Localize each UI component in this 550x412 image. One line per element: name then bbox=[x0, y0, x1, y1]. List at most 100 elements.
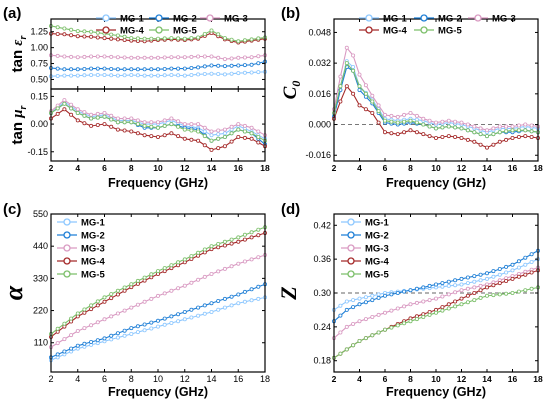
series-mg-5-point bbox=[216, 136, 221, 141]
series-mg-4-point bbox=[484, 145, 489, 150]
y-tick-label: -0.016 bbox=[305, 150, 331, 160]
series-mg-3-point bbox=[440, 294, 445, 299]
series-mg-5-point bbox=[222, 36, 227, 41]
series-mg-1-point bbox=[102, 73, 107, 78]
series-mg-1-point bbox=[338, 303, 343, 308]
series-mg-3-point bbox=[129, 116, 134, 121]
panel-label: (a) bbox=[3, 5, 21, 22]
series-mg-5-point bbox=[357, 338, 362, 343]
series-mg-3-point bbox=[155, 55, 160, 60]
series-mg-1-point bbox=[69, 73, 74, 78]
series-mg-3-point bbox=[62, 98, 67, 103]
series-mg-5-point bbox=[122, 285, 127, 290]
series-mg-3-point bbox=[427, 298, 432, 303]
x-tick-label: 14 bbox=[206, 374, 216, 384]
series-mg-3-point bbox=[236, 261, 241, 266]
x-tick-label: 18 bbox=[533, 163, 543, 173]
series-mg-1-point bbox=[465, 281, 470, 286]
series-mg-2-point bbox=[75, 67, 80, 72]
x-tick-label: 6 bbox=[383, 374, 388, 384]
subplot-tan-mu: 0.15 0.00 -0.152 4 6 8 10 12 14 16 18 tan μr bbox=[9, 88, 270, 173]
series-mg-2-point bbox=[189, 66, 194, 71]
series-mg-2-point bbox=[202, 64, 207, 69]
series-mg-4-point bbox=[478, 288, 483, 293]
series-mg-3-point bbox=[75, 107, 80, 112]
y-tick-label: 0.048 bbox=[308, 27, 331, 37]
series-mg-2-point bbox=[459, 276, 464, 281]
series-mg-4-point bbox=[256, 140, 261, 145]
series-mg-1-point bbox=[129, 73, 134, 78]
y-tick-label: -0.15 bbox=[27, 147, 48, 157]
series-mg-5-point bbox=[209, 28, 214, 33]
series-mg-5-point bbox=[129, 120, 134, 125]
series-mg-2-point bbox=[229, 294, 234, 299]
series-mg-3-point bbox=[169, 116, 174, 121]
series-mg-4-point bbox=[491, 142, 496, 147]
legend-marker bbox=[347, 231, 355, 239]
x-tick-label: 16 bbox=[508, 163, 518, 173]
series-mg-2-point bbox=[376, 295, 381, 300]
series-mg-5-point bbox=[82, 113, 87, 118]
series-mg-2-point bbox=[229, 63, 234, 68]
series-mg-4-point bbox=[510, 135, 515, 140]
series-mg-3-point bbox=[395, 306, 400, 311]
series-mg-5-point bbox=[249, 37, 254, 42]
series-mg-5-point bbox=[115, 120, 120, 125]
series-mg-4-point bbox=[176, 134, 181, 139]
series-mg-4-point bbox=[216, 146, 221, 151]
series-mg-5-point bbox=[162, 123, 167, 128]
series-mg-5-point bbox=[510, 128, 515, 133]
series-mg-5-point bbox=[115, 33, 120, 38]
series-mg-1-point bbox=[129, 331, 134, 336]
series-mg-2-point bbox=[196, 305, 201, 310]
legend-label: MG-4 bbox=[365, 257, 389, 268]
series-mg-4-point bbox=[162, 133, 167, 138]
series-mg-3-point bbox=[155, 293, 160, 298]
series-mg-4-point bbox=[222, 243, 227, 248]
series-mg-3-point bbox=[202, 274, 207, 279]
series-mg-2-point bbox=[109, 67, 114, 72]
y-tick-label: 330 bbox=[33, 273, 48, 283]
y-tick-label: 0.15 bbox=[30, 91, 48, 101]
series-mg-4-point bbox=[236, 134, 241, 139]
series-mg-3-point bbox=[55, 341, 60, 346]
series-mg-5-point bbox=[169, 36, 174, 41]
series-mg-5-point bbox=[109, 32, 114, 37]
series-mg-4-point bbox=[109, 124, 114, 129]
series-mg-4-point bbox=[453, 299, 458, 304]
series-mg-3-point bbox=[222, 266, 227, 271]
y-label-symbol: μ bbox=[10, 109, 26, 118]
legend-label: MG-4 bbox=[120, 26, 144, 37]
series-mg-1-point bbox=[115, 73, 120, 78]
series-mg-3-point bbox=[216, 269, 221, 274]
series-mg-5-point bbox=[69, 316, 74, 321]
y-tick-label: 0.42 bbox=[313, 220, 331, 230]
series-mg-2-point bbox=[338, 313, 343, 318]
series-mg-2-point bbox=[472, 274, 477, 279]
series-mg-3-point bbox=[122, 116, 127, 121]
series-mg-4-point bbox=[75, 34, 80, 39]
series-mg-3-point bbox=[242, 123, 247, 128]
series-mg-3-point bbox=[242, 259, 247, 264]
series-mg-2-point bbox=[69, 67, 74, 72]
series-mg-5-point bbox=[176, 260, 181, 265]
series-mg-1-point bbox=[135, 330, 140, 335]
series-mg-1-point bbox=[523, 262, 528, 267]
series-mg-2-point bbox=[357, 88, 362, 93]
series-mg-2-point bbox=[516, 259, 521, 264]
series-mg-2-point bbox=[62, 67, 67, 72]
x-tick-label: 18 bbox=[260, 163, 270, 173]
series-mg-1-point bbox=[256, 70, 261, 75]
series-mg-5-point bbox=[95, 299, 100, 304]
series-mg-5-point bbox=[363, 336, 368, 341]
x-tick-label: 4 bbox=[75, 163, 80, 173]
series-mg-2-point bbox=[216, 63, 221, 68]
series-mg-2-point bbox=[249, 287, 254, 292]
y-tick-label: 0.00 bbox=[30, 119, 48, 129]
series-mg-4-point bbox=[155, 134, 160, 139]
y-axis-label: tan εr bbox=[9, 36, 29, 73]
series-mg-5-point bbox=[182, 257, 187, 262]
series-mg-2-point bbox=[155, 318, 160, 323]
series-mg-5-point bbox=[55, 25, 60, 30]
series-mg-4-point bbox=[89, 123, 94, 128]
